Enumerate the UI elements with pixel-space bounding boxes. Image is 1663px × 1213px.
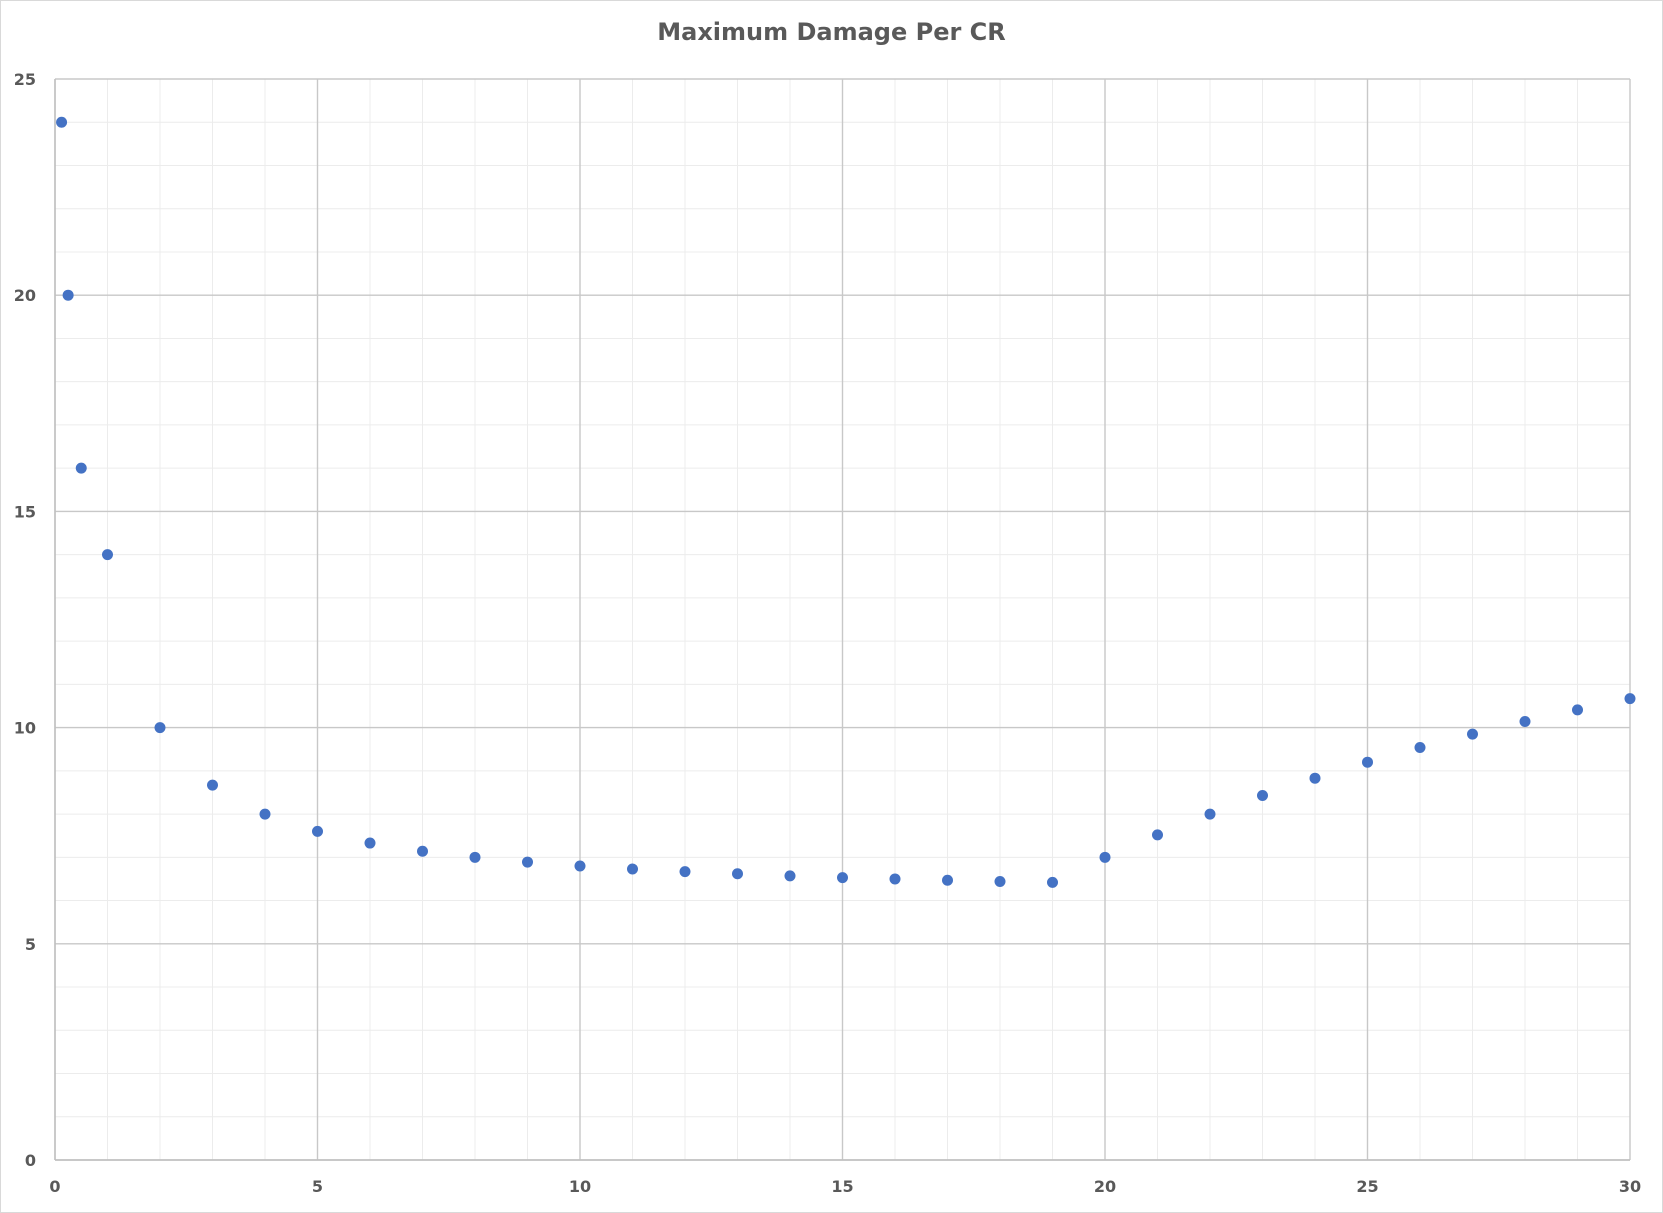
x-axis-tick-labels: 0 5 10 15 20 25 30 [49,1177,1641,1196]
data-point [627,863,638,875]
data-point [837,872,848,884]
x-tick-label: 15 [831,1177,853,1196]
data-point [62,289,74,301]
data-point [259,808,271,820]
data-point [522,856,533,868]
axes [54,79,1630,1161]
data-points [56,116,1636,888]
data-point [574,860,586,872]
data-point [1204,808,1216,820]
data-point [154,722,166,734]
data-point [312,825,323,837]
y-tick-label: 0 [25,1151,36,1170]
data-point [1624,693,1636,705]
data-point [1519,716,1531,728]
data-point [1099,851,1111,863]
y-axis-tick-labels: 0 5 10 15 20 25 [14,70,36,1170]
data-point [1309,772,1321,784]
data-point [1467,728,1478,740]
data-point [75,462,87,474]
data-point [56,116,68,128]
data-point [889,873,901,885]
data-point [942,874,953,886]
data-point [994,876,1006,888]
y-tick-label: 20 [14,286,36,305]
data-point [679,866,691,878]
y-tick-label: 10 [14,719,36,738]
chart-title: Maximum Damage Per CR [657,18,1006,46]
data-point [1257,789,1268,801]
data-point [417,845,428,857]
x-tick-label: 20 [1094,1177,1116,1196]
data-point [784,870,796,882]
y-tick-label: 15 [14,502,36,521]
major-gridlines [54,78,1631,1161]
x-tick-label: 5 [312,1177,323,1196]
data-point [1047,876,1058,888]
data-point [1152,829,1163,841]
data-point [469,851,481,863]
x-tick-label: 10 [569,1177,591,1196]
data-point [1362,756,1373,768]
data-point [102,549,113,561]
y-tick-label: 5 [25,935,36,954]
x-tick-label: 25 [1356,1177,1378,1196]
data-point [1414,741,1426,753]
data-point [364,837,376,849]
data-point [732,868,743,880]
data-point [207,779,218,791]
x-tick-label: 30 [1619,1177,1641,1196]
data-point [1572,704,1583,716]
x-tick-label: 0 [49,1177,60,1196]
y-tick-label: 25 [14,70,36,89]
